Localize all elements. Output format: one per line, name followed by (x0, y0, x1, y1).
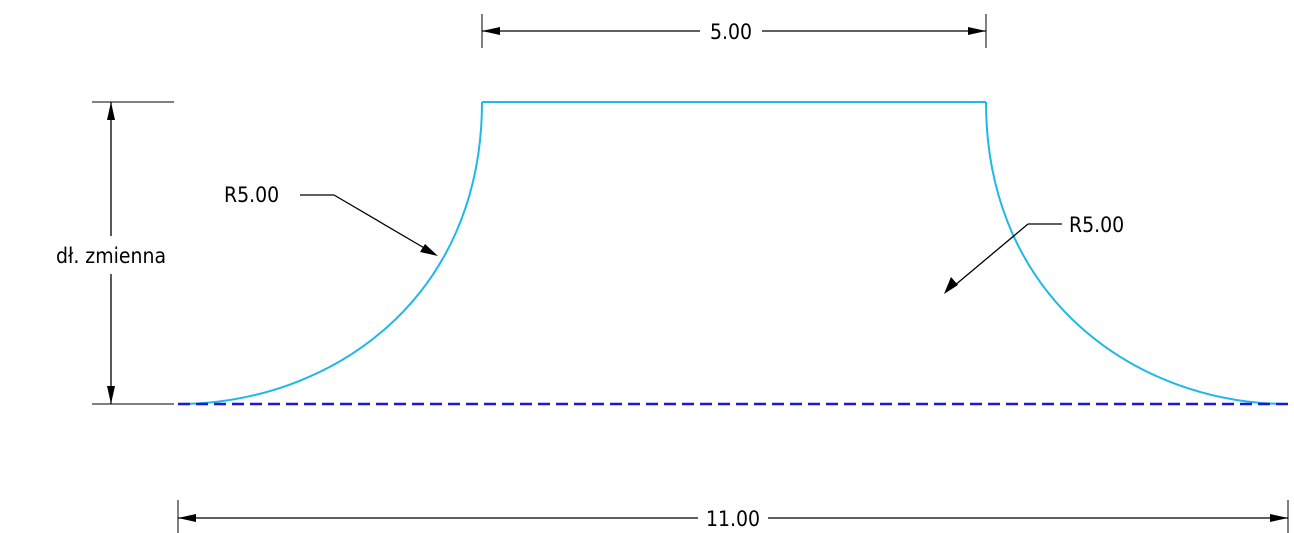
left-fillet-arc (177, 101, 483, 405)
left-radius-value: R5.00 (224, 183, 279, 207)
bottom-dim-arrow-right (1270, 514, 1288, 522)
right-fillet-arc (985, 101, 1289, 405)
profile-shape (177, 101, 1289, 405)
right-radius-callout: R5.00 (944, 213, 1124, 294)
right-radius-leader-diagonal (953, 223, 1029, 287)
left-radius-callout: R5.00 (224, 183, 438, 256)
height-dimension: dł. zmienna (56, 101, 174, 405)
right-radius-arrow (944, 277, 958, 294)
bottom-dim-arrow-left (178, 514, 196, 522)
top-dim-arrow-left (482, 27, 500, 35)
top-width-value: 5.00 (710, 20, 752, 44)
height-label: dł. zmienna (56, 244, 166, 268)
top-width-dimension: 5.00 (481, 14, 987, 48)
right-radius-value: R5.00 (1069, 213, 1124, 237)
height-dim-arrow-bottom (107, 386, 115, 404)
left-radius-arrow (420, 244, 438, 256)
left-radius-leader-diagonal (333, 194, 427, 250)
bottom-width-dimension: 11.00 (177, 500, 1289, 533)
height-dim-arrow-top (107, 102, 115, 120)
bottom-width-value: 11.00 (706, 507, 760, 531)
top-dim-arrow-right (968, 27, 986, 35)
